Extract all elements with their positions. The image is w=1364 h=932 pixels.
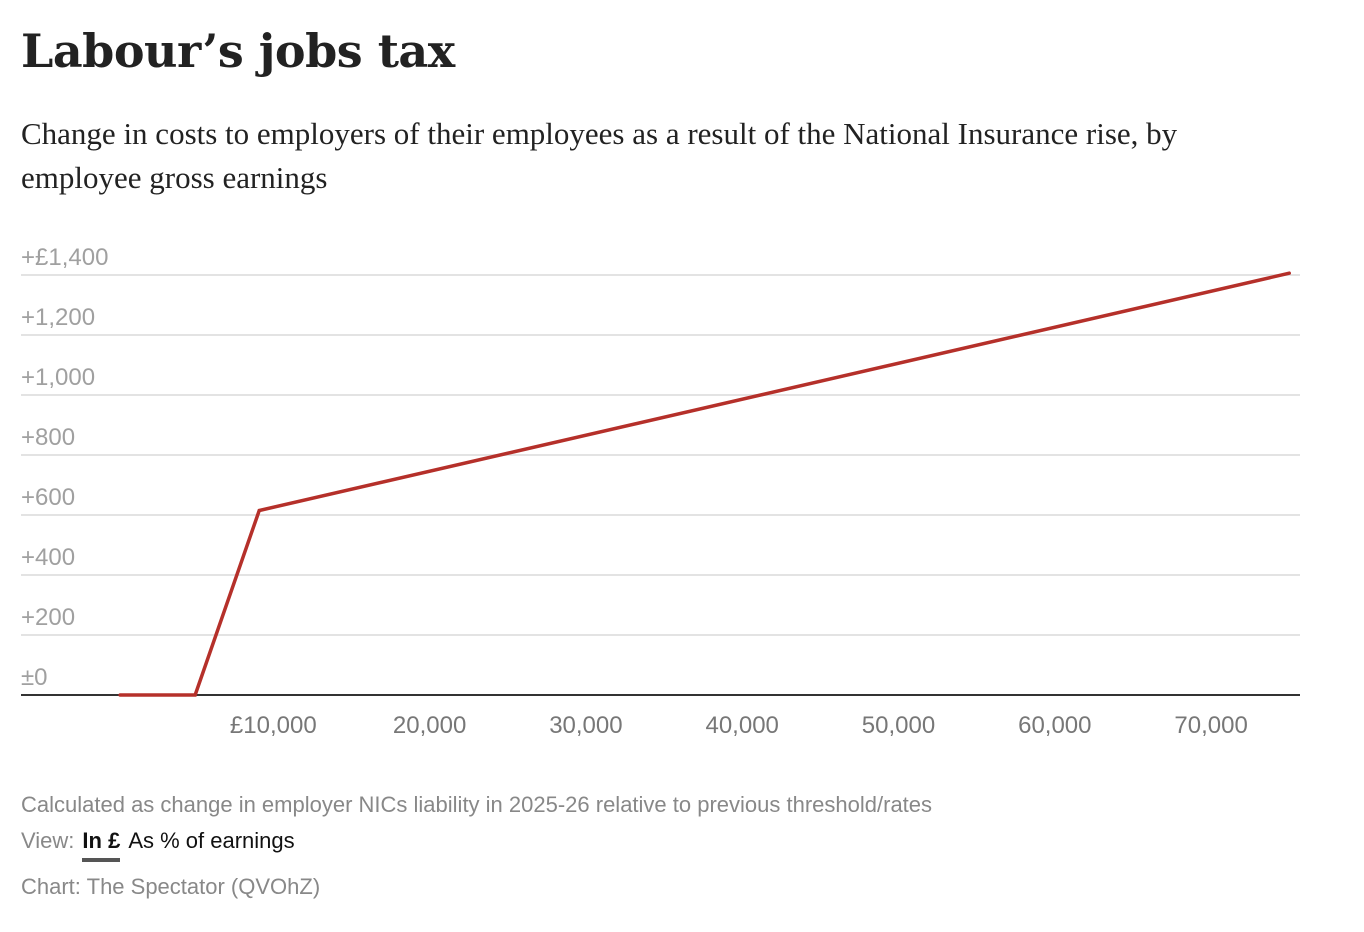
chart-title: Labour’s jobs tax <box>21 24 455 78</box>
y-tick-label: +600 <box>21 484 75 511</box>
series-line <box>118 271 1291 697</box>
methodology-note: Calculated as change in employer NICs li… <box>21 792 933 817</box>
x-tick-label: 60,000 <box>1018 712 1091 739</box>
line-chart: ±0 +200 +400 +600 +800 +1,000 +1,200 +£1,400 £1… <box>21 244 1300 739</box>
gridlines <box>21 274 1300 636</box>
x-tick-label: £10,000 <box>230 712 317 739</box>
view-option-pounds[interactable]: In £ <box>82 828 121 862</box>
y-tick-label: +1,200 <box>21 304 95 331</box>
y-tick-label: +200 <box>21 604 75 631</box>
x-tick-label: 70,000 <box>1174 712 1247 739</box>
x-tick-label: 30,000 <box>549 712 622 739</box>
y-tick-label: +1,000 <box>21 364 95 391</box>
y-tick-label: +£1,400 <box>21 244 108 271</box>
x-axis-ticks: £10,000 20,000 30,000 40,000 50,000 60,000 70,… <box>230 712 1248 739</box>
view-label: View: <box>21 828 75 853</box>
x-tick-label: 40,000 <box>705 712 778 739</box>
view-toggle: View: In £ As % of earnings <box>21 828 295 862</box>
x-tick-label: 50,000 <box>862 712 935 739</box>
y-tick-label: +800 <box>21 424 75 451</box>
y-tick-label: +400 <box>21 544 75 571</box>
y-axis-ticks: ±0 +200 +400 +600 +800 +1,000 +1,200 +£1,400 <box>21 244 108 691</box>
chart-subtitle: Change in costs to employers of their em… <box>21 116 1178 195</box>
y-tick-label: ±0 <box>21 664 48 691</box>
view-option-percent[interactable]: As % of earnings <box>128 828 295 853</box>
series-layer <box>118 271 1291 697</box>
chart-credit: Chart: The Spectator (QVOhZ) <box>21 874 321 899</box>
x-tick-label: 20,000 <box>393 712 466 739</box>
